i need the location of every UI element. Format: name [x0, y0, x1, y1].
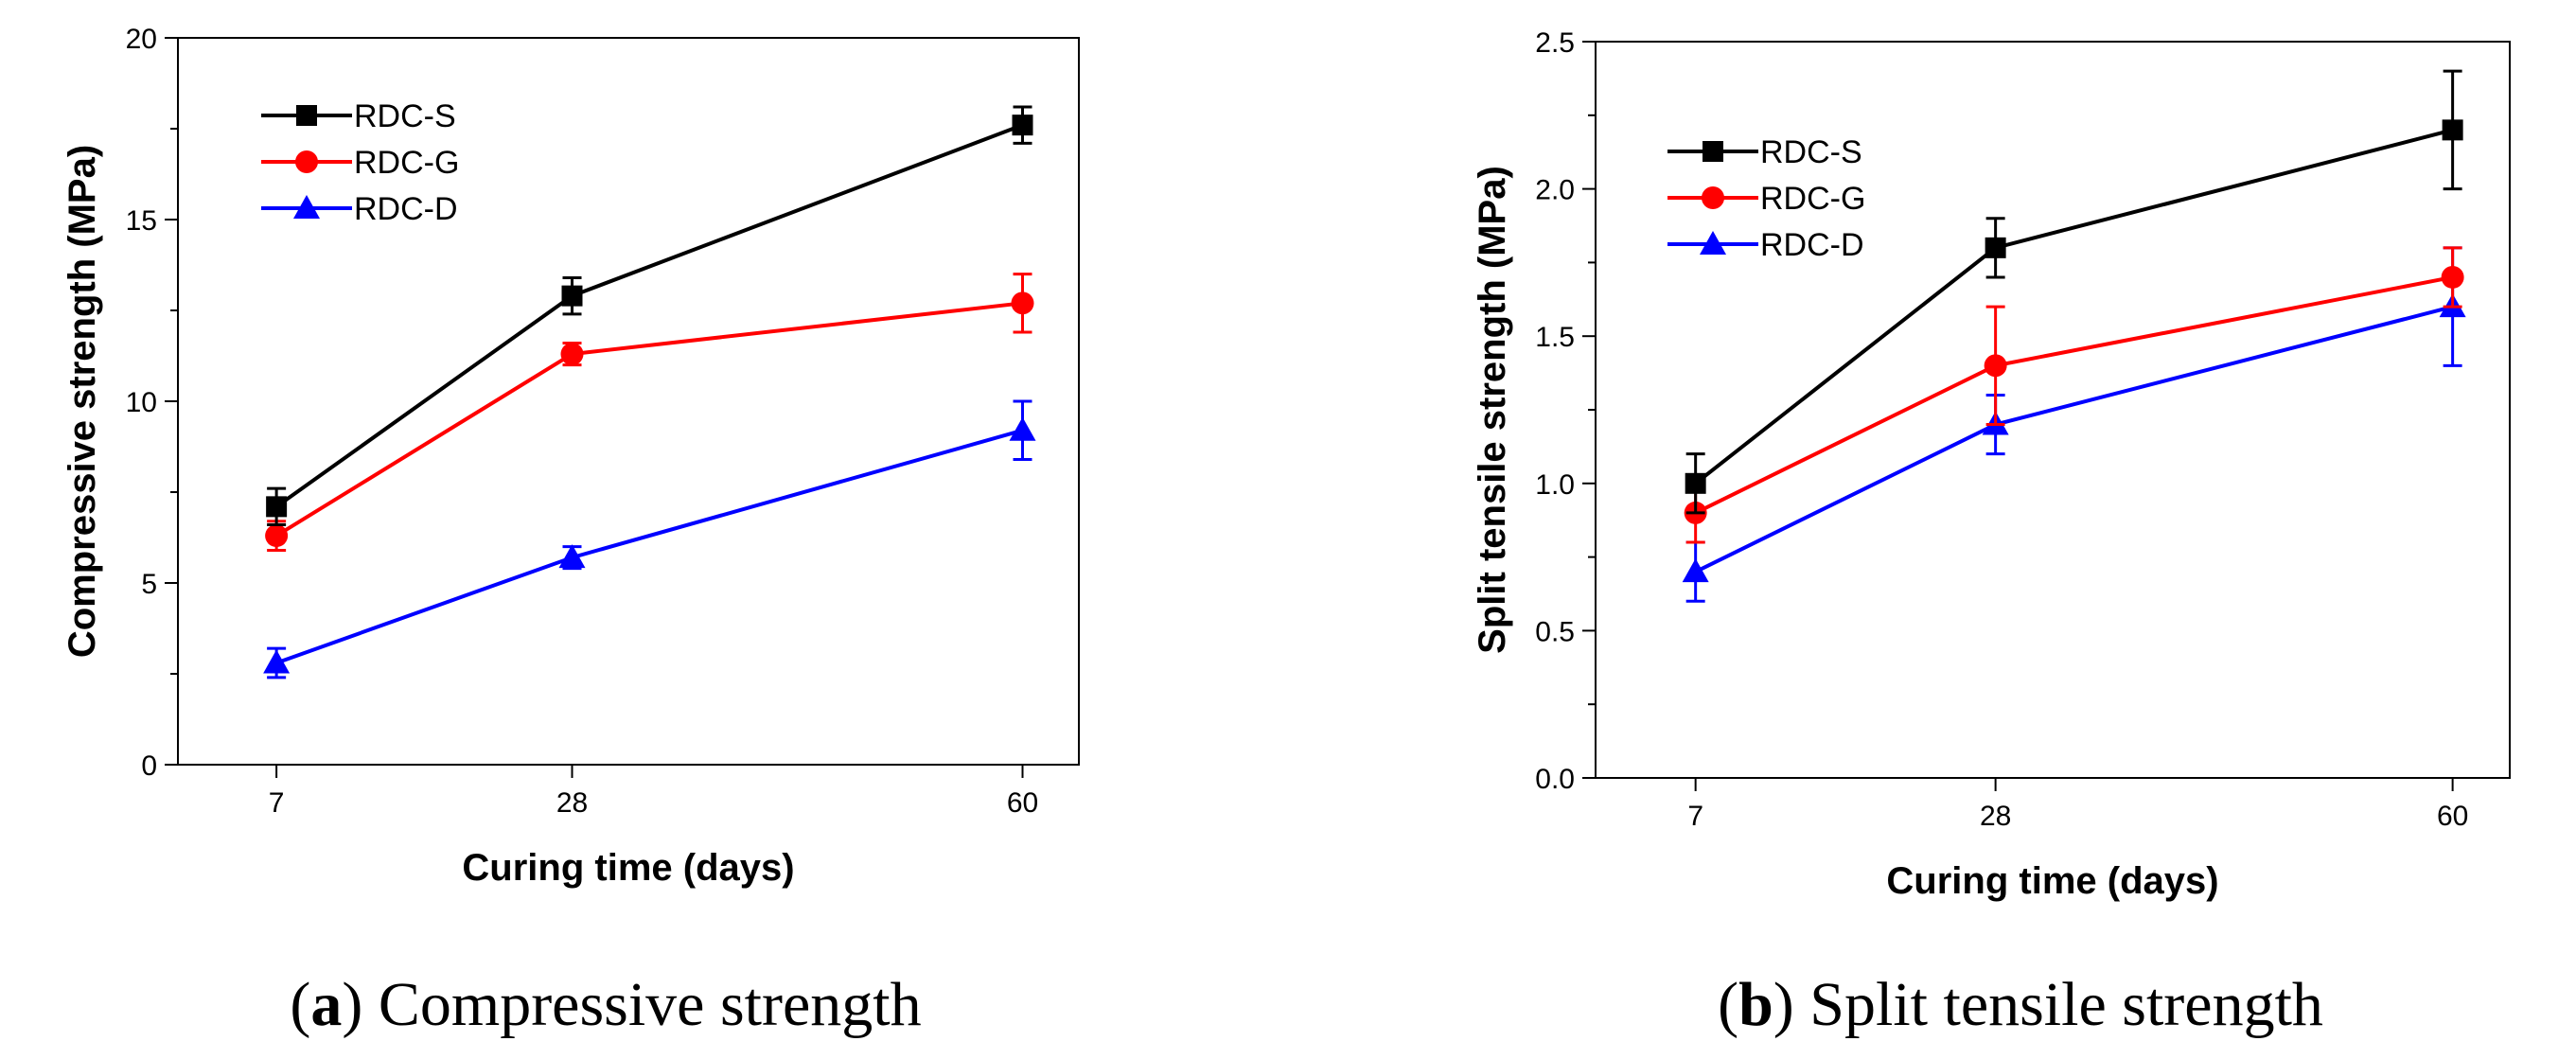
panel-a-x-tick-label: 60 [1007, 787, 1038, 819]
panel-a-series-rdc-g-point [560, 343, 584, 366]
panel-b-series-rdc-s [1685, 69, 2463, 515]
panel-b-x-axis-title: Curing time (days) [1886, 860, 2218, 902]
panel-a-series-rdc-s-point [1012, 115, 1033, 136]
panel-a-series-rdc-s-point [561, 285, 583, 307]
panel-b-legend-entry-rdc-d-marker [1700, 231, 1726, 255]
panel-a-caption-letter: a [310, 970, 342, 1039]
panel-b-caption: (b) Split tensile strength [1718, 970, 2323, 1039]
panel-a-y-tick-label: 5 [141, 569, 157, 600]
panel-a-x-axis-title: Curing time (days) [462, 847, 794, 889]
panel-b-series-rdc-s-point [1685, 472, 1706, 494]
panel-b-y-axis-title: Split tensile strength (MPa) [1472, 166, 1513, 654]
panel-a-series-rdc-g-line [275, 301, 1023, 538]
panel-b-x-tick-label: 7 [1687, 801, 1703, 832]
panel-b-series-rdc-d [1682, 246, 2466, 603]
panel-a-series-rdc-g-point [1011, 291, 1034, 315]
panel-b-series-rdc-d-line [1694, 305, 2454, 574]
panel-a-series-rdc-d-point [263, 649, 291, 674]
panel-a-series-rdc-g [265, 273, 1034, 552]
panel-a-series-rdc-d-point [1009, 416, 1036, 441]
panel-b-legend-entry-rdc-d-label: RDC-D [1760, 227, 1864, 263]
panel-a-legend-entry-rdc-g-label: RDC-G [354, 145, 459, 181]
panel-a-caption: (a) Compressive strength [290, 970, 921, 1039]
panel-b-series-rdc-d-point [1682, 558, 1709, 583]
panel-b-series-rdc-s-point [2442, 119, 2463, 141]
panel-b-x-tick-label: 60 [2437, 801, 2468, 832]
panel-a-x-tick-label: 28 [556, 787, 588, 819]
panel-b-legend-entry-rdc-s-marker [1703, 141, 1723, 162]
panel-a-caption-text: ) Compressive strength [342, 970, 921, 1039]
panel-b-legend: RDC-S RDC-G RDC-D [1667, 134, 1865, 263]
panel-a-y-tick-label: 15 [126, 205, 157, 237]
panel-b-caption-text: ) Split tensile strength [1773, 970, 2323, 1039]
panel-b-caption-open-paren: ( [1718, 970, 1738, 1039]
panel-b-y-tick-label: 1.5 [1535, 322, 1575, 353]
panel-b-y-tick-label: 1.0 [1535, 469, 1575, 501]
panel-b-x-tick-label: 28 [1980, 801, 2011, 832]
panel-a-series-rdc-s-point [266, 496, 288, 518]
panel-a-series-rdc-g-point [265, 524, 289, 548]
panel-a-legend-entry-rdc-d-marker [293, 195, 320, 219]
panel-b-chart: 0.0 0.5 1.0 1.5 2.0 2.5 7 28 60 Curing time (days… [1472, 27, 2511, 1039]
panel-a-caption-open-paren: ( [290, 970, 310, 1039]
panel-a-legend-entry-rdc-g-marker [295, 150, 318, 173]
panel-a-y-tick-label: 0 [141, 750, 157, 782]
panel-a-y-tick-label: 20 [126, 24, 157, 55]
panel-a-legend-entry-rdc-d-label: RDC-D [354, 191, 458, 227]
panel-a-series-rdc-d-point [558, 544, 586, 569]
panel-b-legend-entry-rdc-g-marker [1702, 186, 1724, 209]
panel-b-y-tick-label: 0.0 [1535, 764, 1575, 795]
panel-a-chart: 0 5 10 15 20 7 28 60 Curing time (days) Compressi… [62, 24, 1080, 1039]
panel-b-series-rdc-g [1684, 246, 2464, 544]
panel-b-y-tick-label: 2.5 [1535, 27, 1575, 59]
panel-b-y-tick-label: 2.0 [1535, 175, 1575, 206]
panel-b-y-tick-label: 0.5 [1535, 616, 1575, 647]
panel-b-series-rdc-g-point [1984, 354, 2007, 378]
panel-a-x-tick-label: 7 [269, 787, 285, 819]
panel-a-y-tick-label: 10 [126, 387, 157, 418]
panel-a-plot-frame [177, 37, 1080, 766]
panel-a-series-rdc-s [266, 105, 1033, 527]
panel-b-legend-entry-rdc-s-label: RDC-S [1760, 134, 1862, 170]
panel-a-y-axis-title: Compressive strength (MPa) [62, 145, 103, 658]
panel-b-legend-entry-rdc-g-label: RDC-G [1760, 181, 1865, 217]
panel-a-legend: RDC-S RDC-G RDC-D [261, 98, 459, 227]
panel-b-series-rdc-g-point [2441, 265, 2464, 289]
panel-a-series-rdc-d [263, 399, 1036, 680]
panel-b-series-rdc-s-point [1985, 237, 2006, 258]
panel-a-legend-entry-rdc-s-label: RDC-S [354, 98, 456, 134]
panel-a-legend-entry-rdc-s-marker [296, 105, 317, 126]
panel-b-caption-letter: b [1738, 970, 1773, 1039]
